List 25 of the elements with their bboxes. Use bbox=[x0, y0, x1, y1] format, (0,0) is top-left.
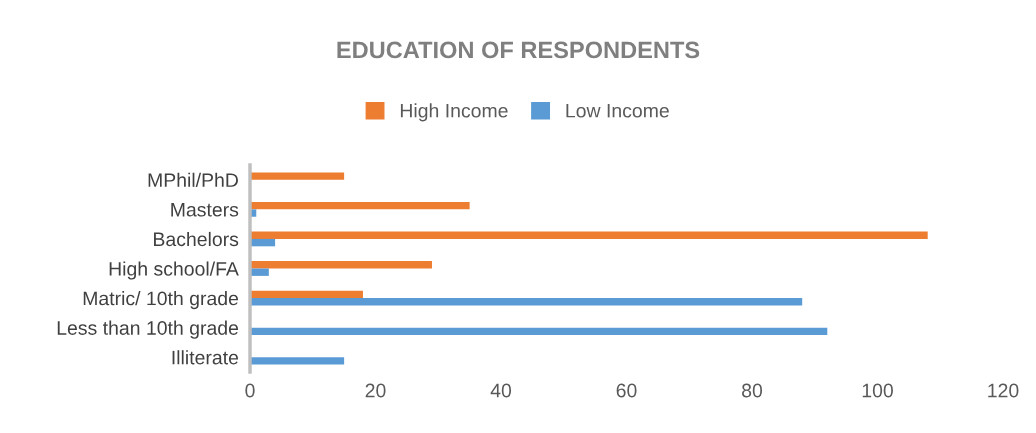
bar bbox=[250, 357, 345, 365]
y-tick-label: Masters bbox=[171, 203, 239, 217]
x-tick-label: 40 bbox=[490, 383, 512, 398]
y-tick-label: Illiterate bbox=[172, 350, 239, 365]
bar bbox=[250, 290, 363, 299]
x-tick-label: 80 bbox=[742, 383, 763, 398]
bar bbox=[250, 172, 345, 180]
x-tick-label: 20 bbox=[365, 383, 386, 398]
y-tick-label: Less than 10th grade bbox=[57, 320, 239, 339]
bar bbox=[250, 298, 803, 306]
y-tick-label: Matric/ 10th grade bbox=[83, 291, 239, 310]
bar bbox=[250, 261, 432, 269]
bar bbox=[250, 327, 828, 336]
x-tick-label: 100 bbox=[862, 383, 893, 398]
legend-label: High Income bbox=[400, 103, 508, 122]
chart-title: EDUCATION OF RESPONDENTS bbox=[337, 41, 700, 59]
x-tick-label: 0 bbox=[245, 383, 255, 398]
bar bbox=[250, 201, 470, 210]
legend-label: Low Income bbox=[566, 103, 669, 118]
x-tick-label: 60 bbox=[616, 383, 637, 398]
y-tick-label: High school/FA bbox=[109, 261, 239, 280]
y-tick-label: MPhil/PhD bbox=[148, 172, 238, 188]
x-tick-label: 120 bbox=[988, 383, 1019, 398]
y-tick-label: Bachelors bbox=[154, 231, 239, 247]
bar bbox=[250, 231, 928, 239]
